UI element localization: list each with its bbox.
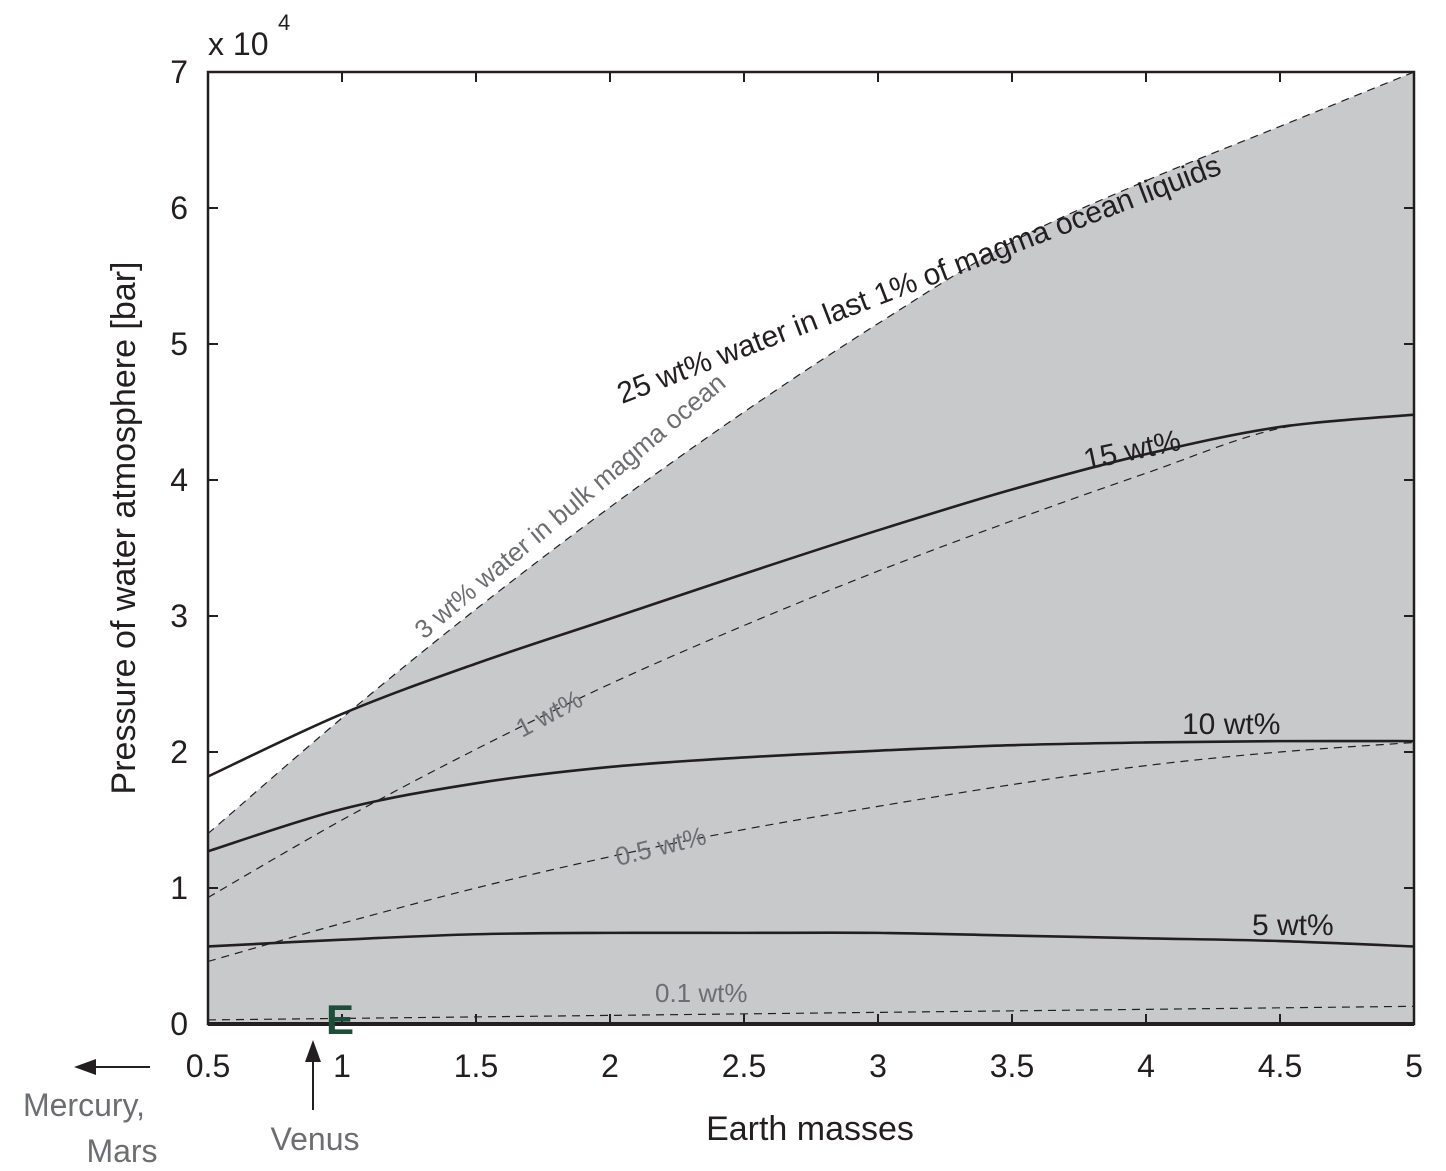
x-tick-label: 5 (1405, 1048, 1423, 1084)
series-line-5 (208, 414, 1414, 899)
y-tick-label: 1 (170, 870, 188, 906)
series-line-7 (208, 1005, 1414, 1021)
y-tick-label: 3 (170, 598, 188, 634)
mercury-mars-arrow-head-icon (74, 1059, 96, 1075)
series-line-6 (208, 741, 1414, 963)
x-tick-label: 3.5 (990, 1048, 1034, 1084)
shaded-region (208, 72, 1414, 1024)
x-tick-label: 1 (333, 1048, 351, 1084)
x-tick-label: 1.5 (454, 1048, 498, 1084)
mercury-mars-label-line2: Mars (86, 1133, 157, 1169)
label-10-wt: 10 wt% (1182, 708, 1280, 741)
y-multiplier-exponent: 4 (278, 10, 290, 35)
mercury-mars-label-line1: Mercury, (23, 1087, 145, 1123)
y-multiplier-label: x 10 (208, 26, 268, 62)
series-line-1 (208, 413, 1414, 778)
y-axis-title: Pressure of water atmosphere [bar] (105, 262, 143, 795)
shaded-region-layer (208, 72, 1414, 1024)
y-tick-label: 2 (170, 734, 188, 770)
earth-marker: E (326, 996, 354, 1043)
y-tick-label: 6 (170, 190, 188, 226)
x-tick-label: 3 (869, 1048, 887, 1084)
x-tick-label: 2 (601, 1048, 619, 1084)
series-line-2 (208, 739, 1414, 853)
y-tick-label: 4 (170, 462, 188, 498)
x-tick-label: 4.5 (1258, 1048, 1302, 1084)
label-01-wt: 0.1 wt% (655, 978, 748, 1008)
series-layer (208, 72, 1414, 1021)
label-5-wt: 5 wt% (1252, 909, 1334, 942)
x-tick-label: 2.5 (722, 1048, 766, 1084)
series-line-3 (208, 931, 1414, 948)
x-axis-title: Earth masses (706, 1110, 914, 1148)
y-tick-label: 0 (170, 1006, 188, 1042)
x-axis-ticks: 0.5 1 1.5 2 2.5 3 3.5 4 4.5 5 (186, 72, 1423, 1084)
y-tick-label: 7 (170, 54, 188, 90)
x-tick-label: 0.5 (186, 1048, 230, 1084)
x-tick-label: 4 (1137, 1048, 1155, 1084)
y-tick-label: 5 (170, 326, 188, 362)
venus-arrow-head-icon (305, 1040, 321, 1062)
y-axis-ticks: 0 1 2 3 4 5 6 7 (170, 54, 1414, 1042)
venus-label: Venus (271, 1121, 360, 1157)
